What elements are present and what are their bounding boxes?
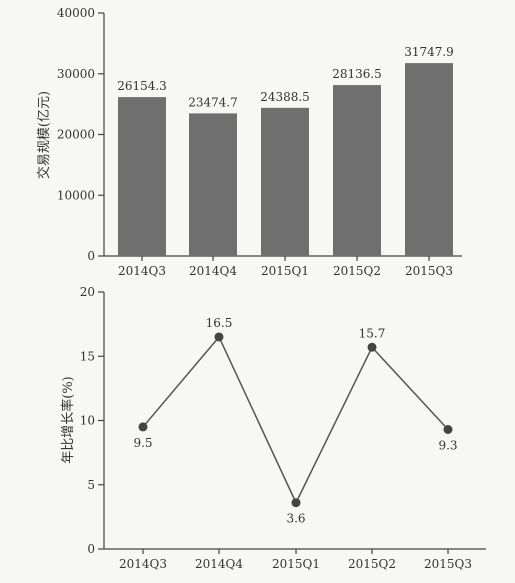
bar-x-tick-label: 2014Q4 [189,264,237,278]
bar-2014Q4 [189,113,237,256]
line-data-label: 9.3 [438,438,457,452]
line-x-tick-label: 2014Q4 [195,557,243,571]
line-point-2014Q3 [138,422,148,432]
line-x-tick-label: 2015Q1 [272,557,320,571]
line-x-tick-label: 2015Q3 [424,557,472,571]
line-data-label: 15.7 [359,326,386,340]
bar-y-tick-label: 10000 [57,188,95,202]
bar-x-tick-label: 2015Q1 [261,264,309,278]
bar-y-ticks: 0 10000 20000 30000 40000 [57,6,104,263]
line-point-2015Q1 [291,498,301,508]
line-x-tick-label: 2014Q3 [119,557,167,571]
line-data-label: 16.5 [206,316,233,330]
line-series [138,332,453,508]
line-point-2014Q4 [214,332,224,342]
bar-x-ticks: 2014Q3 2014Q4 2015Q1 2015Q2 2015Q3 [118,256,453,278]
line-y-tick-label: 20 [80,285,95,299]
line-point-2015Q2 [367,342,377,352]
line-x-ticks: 2014Q3 2014Q4 2015Q1 2015Q2 2015Q3 [119,549,472,571]
bar-2015Q3 [405,63,453,257]
line-series-path [142,335,449,505]
bar-data-label: 28136.5 [332,67,382,81]
line-data-label: 3.6 [286,512,305,526]
bar-y-tick-label: 20000 [57,128,95,142]
line-y-tick-label: 10 [80,414,95,428]
bar-data-label: 26154.3 [117,79,167,93]
bar-y-tick-label: 0 [87,249,95,263]
line-y-tick-label: 5 [87,478,95,492]
bar-marks [118,63,453,257]
line-data-labels: 9.5 16.5 3.6 15.7 9.3 [133,316,457,526]
bar-y-tick-label: 30000 [57,67,95,81]
bar-y-tick-label: 40000 [57,6,95,20]
bar-data-label: 23474.7 [188,95,238,109]
bar-y-axis-label: 交易规模(亿元) [36,91,52,179]
line-y-axis-label: 年比增长率(%) [60,376,76,464]
line-y-ticks: 0 5 10 15 20 [80,285,104,556]
bar-data-label: 31747.9 [404,45,454,59]
bar-2014Q3 [118,97,166,256]
bar-2015Q1 [261,107,309,256]
line-point-2015Q3 [443,424,453,434]
line-data-label: 9.5 [133,436,152,450]
bar-2015Q2 [333,85,381,256]
bar-chart: 0 10000 20000 30000 40000 26154.3 23474.7 2438… [36,6,462,278]
bar-x-tick-label: 2015Q3 [405,264,453,278]
line-x-tick-label: 2015Q2 [348,557,396,571]
line-y-tick-label: 15 [80,349,95,363]
bar-x-tick-label: 2015Q2 [333,264,381,278]
line-y-tick-label: 0 [87,542,95,556]
bar-data-labels: 26154.3 23474.7 24388.5 28136.5 31747.9 [117,45,454,109]
bar-x-tick-label: 2014Q3 [118,264,166,278]
bar-data-label: 24388.5 [260,90,310,104]
